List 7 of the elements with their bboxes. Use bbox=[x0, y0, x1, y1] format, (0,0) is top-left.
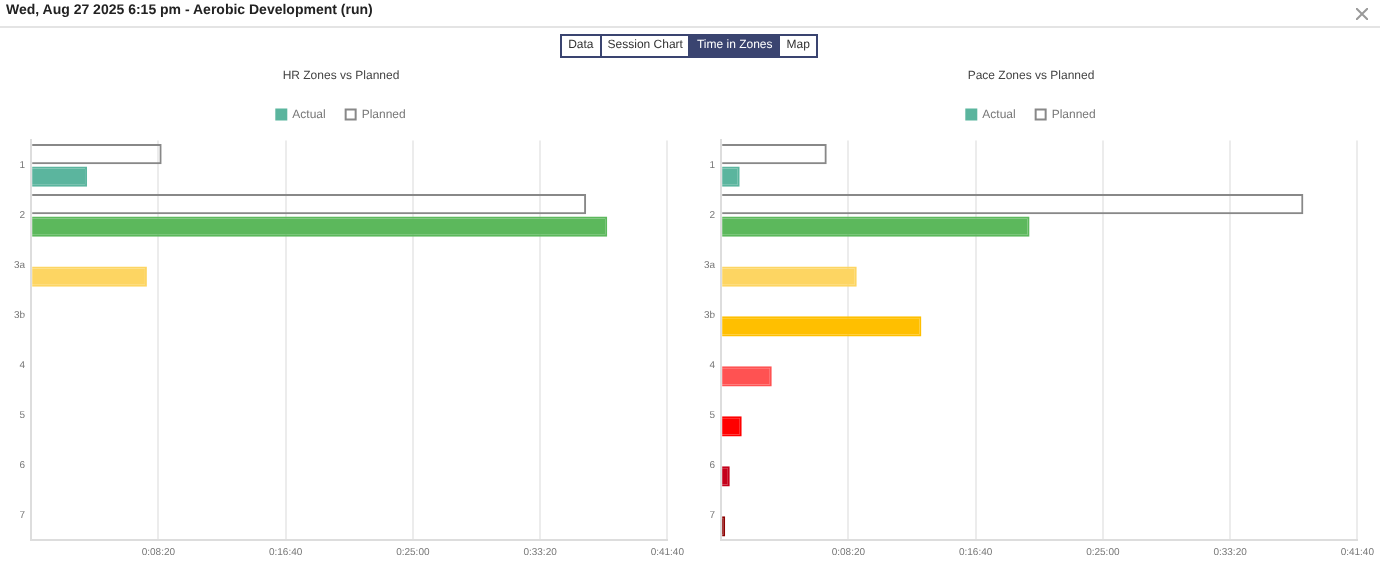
bar bbox=[722, 366, 772, 387]
bar bbox=[722, 316, 922, 337]
bar bbox=[32, 266, 147, 287]
bar bbox=[722, 216, 1030, 237]
bar bbox=[32, 216, 608, 237]
bar bbox=[32, 166, 88, 187]
bar bbox=[722, 266, 857, 287]
